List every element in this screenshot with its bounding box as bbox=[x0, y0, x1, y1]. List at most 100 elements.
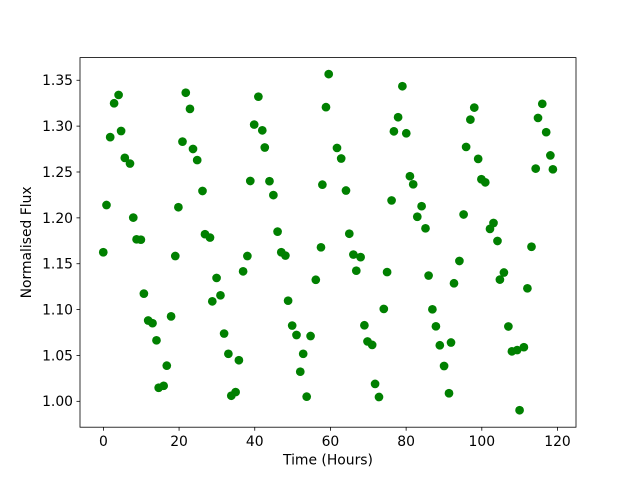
data-point bbox=[295, 367, 305, 377]
data-point bbox=[257, 126, 267, 135]
data-point bbox=[408, 179, 418, 189]
data-point bbox=[109, 98, 119, 108]
data-point bbox=[332, 143, 342, 153]
data-point bbox=[367, 340, 377, 350]
data-point bbox=[336, 154, 346, 163]
data-point bbox=[321, 102, 331, 112]
data-point bbox=[374, 392, 384, 402]
data-point bbox=[444, 388, 454, 398]
data-point bbox=[120, 153, 130, 163]
data-point bbox=[537, 99, 547, 109]
data-point bbox=[344, 229, 354, 239]
data-point bbox=[311, 275, 321, 285]
x-tick-label: 0 bbox=[99, 434, 108, 450]
data-point bbox=[139, 289, 149, 298]
data-point bbox=[401, 128, 411, 138]
data-point bbox=[281, 251, 290, 260]
x-tick-label: 100 bbox=[469, 434, 496, 450]
data-point bbox=[249, 120, 259, 129]
y-tick-label: 1.35 bbox=[42, 73, 73, 89]
data-point bbox=[439, 361, 449, 371]
x-tick-label: 80 bbox=[397, 434, 415, 450]
data-point bbox=[341, 186, 351, 195]
data-point bbox=[231, 387, 240, 397]
data-point bbox=[461, 142, 471, 152]
data-point bbox=[405, 171, 415, 181]
data-point bbox=[98, 247, 108, 257]
data-point bbox=[356, 252, 365, 262]
data-point bbox=[125, 159, 135, 168]
data-point bbox=[216, 290, 225, 300]
data-point bbox=[181, 88, 191, 98]
data-point bbox=[205, 233, 215, 242]
data-point bbox=[515, 405, 524, 415]
y-tick-label: 1.30 bbox=[42, 119, 73, 135]
data-point bbox=[495, 275, 505, 284]
data-point bbox=[306, 331, 315, 341]
data-point bbox=[504, 322, 513, 331]
data-point bbox=[224, 349, 233, 359]
y-tick-label: 1.15 bbox=[42, 257, 73, 273]
x-tick-label: 120 bbox=[544, 434, 571, 450]
data-point bbox=[449, 278, 459, 288]
data-point bbox=[428, 304, 437, 314]
data-point bbox=[546, 151, 555, 160]
data-point bbox=[360, 320, 369, 330]
data-point bbox=[292, 330, 301, 340]
data-point bbox=[265, 176, 274, 186]
data-point bbox=[324, 69, 334, 79]
data-point bbox=[421, 223, 430, 233]
data-point bbox=[431, 321, 441, 331]
data-point bbox=[269, 190, 278, 200]
data-point bbox=[245, 176, 255, 186]
data-point bbox=[287, 321, 297, 330]
data-point bbox=[254, 92, 263, 102]
x-axis-label: Time (Hours) bbox=[282, 453, 373, 469]
data-point bbox=[548, 164, 558, 174]
data-point bbox=[273, 227, 282, 236]
data-point bbox=[283, 296, 293, 306]
data-point bbox=[102, 200, 111, 210]
data-point bbox=[185, 104, 195, 114]
data-point bbox=[499, 268, 509, 277]
data-point bbox=[260, 143, 270, 152]
data-point bbox=[466, 115, 475, 124]
data-point bbox=[162, 361, 172, 370]
data-point bbox=[207, 296, 217, 306]
data-point bbox=[469, 103, 479, 112]
data-point bbox=[455, 256, 464, 266]
data-point bbox=[178, 137, 187, 146]
x-tick-label: 20 bbox=[170, 434, 188, 450]
data-point bbox=[387, 196, 396, 205]
data-point bbox=[473, 154, 483, 164]
data-point bbox=[519, 342, 529, 352]
data-point bbox=[166, 312, 176, 321]
data-point bbox=[152, 335, 161, 345]
y-tick-label: 1.05 bbox=[42, 348, 73, 364]
data-point bbox=[159, 381, 169, 391]
data-point bbox=[531, 164, 541, 173]
data-point bbox=[234, 355, 244, 365]
data-point bbox=[393, 112, 403, 122]
data-point bbox=[541, 127, 551, 137]
data-point bbox=[114, 90, 123, 100]
x-tick-label: 60 bbox=[322, 434, 340, 450]
y-tick-label: 1.00 bbox=[42, 394, 73, 410]
data-point bbox=[243, 251, 252, 261]
data-point bbox=[188, 144, 198, 154]
data-point bbox=[238, 266, 248, 276]
plot-frame bbox=[79, 57, 577, 428]
y-tick-label: 1.10 bbox=[42, 302, 73, 318]
data-point bbox=[174, 202, 183, 212]
data-point bbox=[298, 349, 308, 359]
data-point bbox=[435, 340, 445, 350]
y-axis-label: Normalised Flux bbox=[19, 186, 35, 298]
data-point bbox=[198, 186, 207, 196]
data-point bbox=[523, 283, 532, 293]
data-point bbox=[412, 212, 422, 222]
data-point bbox=[485, 224, 495, 234]
data-point bbox=[398, 81, 407, 91]
